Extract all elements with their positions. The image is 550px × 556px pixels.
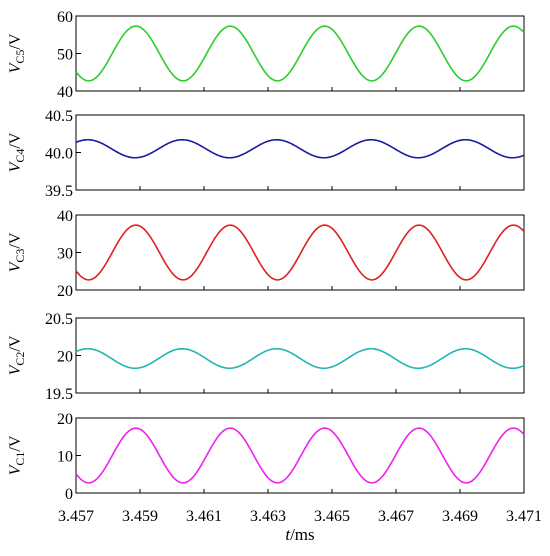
panel-frame [75, 214, 525, 291]
x-tick-label: 3.459 [122, 508, 158, 525]
x-axis: 3.457 3.459 3.461 3.463 3.465 3.467 3.469 3.471… [58, 508, 542, 544]
y-tick-label: 40 [57, 84, 73, 101]
y-tick-label: 10 [57, 449, 73, 466]
series-line-vc2 [75, 347, 525, 370]
series-line-vc5 [75, 25, 525, 82]
x-tick-label: 3.457 [58, 508, 94, 525]
y-tick-label: 60 [57, 9, 73, 26]
y-axis-label: VC1/V [7, 435, 27, 475]
y-tick-label: 20 [57, 283, 73, 300]
series-line-vc1 [75, 427, 525, 484]
y-tick-label: 40 [57, 208, 73, 225]
x-tick-label: 3.469 [442, 508, 478, 525]
panel-vc4: 40.5 40.0 39.5 VC4/V [7, 108, 525, 200]
y-tick-label: 0 [65, 486, 73, 503]
panel-frame [75, 317, 525, 394]
y-tick-label: 20 [57, 411, 73, 428]
series-line-vc4 [75, 138, 525, 159]
y-tick-label: 39.5 [45, 183, 73, 200]
x-tick-label: 3.461 [186, 508, 222, 525]
panel-frame [75, 417, 525, 494]
panel-frame [75, 114, 525, 191]
y-tick-label: 40.5 [45, 108, 73, 125]
panel-frame [75, 15, 525, 92]
y-tick-label: 40.0 [45, 146, 73, 163]
x-axis-label: t/ms [285, 525, 314, 544]
y-tick-label: 50 [57, 47, 73, 64]
y-tick-label: 20 [57, 349, 73, 366]
y-axis-label: VC3/V [7, 232, 27, 272]
panel-vc2: 20.5 20 19.5 VC2/V [7, 311, 525, 403]
x-tick-label: 3.471 [506, 508, 542, 525]
panel-vc3: 40 30 20 VC3/V [7, 208, 525, 300]
y-tick-label: 19.5 [45, 386, 73, 403]
series-line-vc3 [75, 224, 525, 281]
y-axis-label: VC4/V [7, 132, 27, 172]
x-tick-label: 3.463 [250, 508, 286, 525]
panel-vc5: 60 50 40 VC5/V [7, 9, 525, 101]
x-tick-label: 3.467 [378, 508, 414, 525]
x-tick-label: 3.465 [314, 508, 350, 525]
panel-vc1: 20 10 0 VC1/V [7, 411, 525, 503]
y-tick-label: 20.5 [45, 311, 73, 328]
y-axis-label: VC2/V [7, 335, 27, 375]
y-tick-label: 30 [57, 246, 73, 263]
y-axis-label: VC5/V [7, 33, 27, 73]
